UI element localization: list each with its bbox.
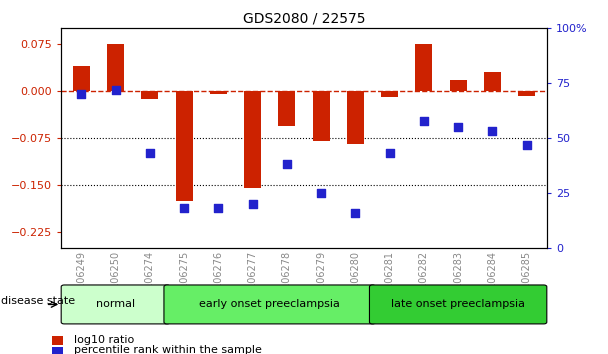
Point [145, 150, 154, 156]
Bar [278, 91, 295, 126]
Title: GDS2080 / 22575: GDS2080 / 22575 [243, 12, 365, 26]
Bar [518, 91, 535, 96]
Bar [210, 91, 227, 94]
Bar [141, 91, 159, 98]
Point [282, 161, 292, 167]
Point [213, 205, 223, 211]
Point [385, 150, 395, 156]
Point [419, 118, 429, 123]
Bar [244, 91, 261, 188]
Bar [176, 91, 193, 201]
Bar [381, 91, 398, 97]
Bar [313, 91, 330, 141]
Text: disease state: disease state [1, 296, 75, 306]
Point [77, 91, 86, 97]
Point [488, 129, 497, 134]
Point [247, 201, 257, 207]
Text: normal: normal [96, 299, 135, 309]
Point [179, 205, 189, 211]
Bar [107, 44, 124, 91]
Point [316, 190, 326, 196]
Text: early onset preeclampsia: early onset preeclampsia [199, 299, 340, 309]
Point [111, 87, 120, 93]
Text: log10 ratio: log10 ratio [67, 335, 134, 345]
Point [454, 124, 463, 130]
Point [522, 142, 531, 148]
Point [351, 210, 361, 216]
Text: late onset preeclampsia: late onset preeclampsia [391, 299, 525, 309]
Bar [347, 91, 364, 144]
Text: percentile rank within the sample: percentile rank within the sample [67, 346, 262, 354]
Bar [73, 66, 90, 91]
Bar [415, 44, 432, 91]
Bar [484, 72, 501, 91]
Bar [449, 80, 467, 91]
